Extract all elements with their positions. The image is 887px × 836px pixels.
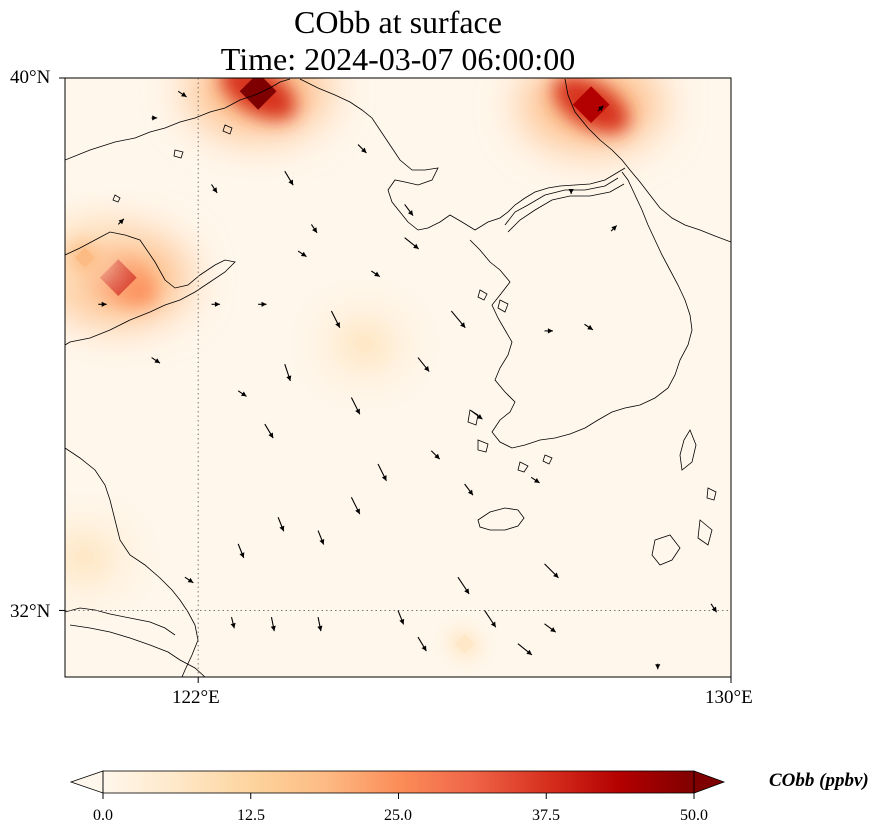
wind-arrow	[417, 636, 427, 652]
hotspot-jiangsu-spot	[65, 525, 125, 590]
hotspot-north-bohai-plume	[188, 78, 329, 137]
colorbar-tick-label: 0.0	[93, 807, 113, 824]
wind-arrow	[544, 623, 557, 633]
coastline-korea-islands	[467, 289, 553, 473]
wind-arrow	[284, 170, 294, 186]
coastline-liaodong	[65, 231, 236, 346]
wind-arrow	[297, 250, 307, 258]
wind-arrow	[237, 543, 245, 559]
wind-arrow	[450, 310, 466, 329]
wind-arrow	[117, 218, 125, 225]
wind-arrow	[277, 517, 285, 532]
wind-arrow	[317, 616, 323, 632]
wind-vectors	[98, 90, 718, 670]
hotspot-shandong-spot-2	[65, 225, 125, 290]
coastline-yangtze-estuary	[65, 607, 206, 677]
wind-arrow	[404, 237, 420, 250]
wind-arrow	[484, 610, 497, 628]
wind-arrow	[610, 225, 618, 232]
wind-arrow	[151, 357, 161, 364]
map-title: CObb at surface	[294, 4, 502, 40]
wind-arrow	[517, 643, 533, 656]
wind-arrow	[211, 301, 220, 307]
wind-arrow	[544, 563, 559, 579]
map-subtitle-time: Time: 2024-03-07 06:00:00	[220, 41, 576, 77]
wind-arrow	[184, 576, 194, 584]
concentration-field	[65, 78, 662, 676]
wind-arrow	[284, 364, 292, 382]
lon-tick-label-130e: 130°E	[705, 687, 753, 708]
coastline-japan-islands	[651, 429, 717, 566]
wind-arrow	[417, 357, 430, 372]
wind-arrow	[357, 144, 367, 154]
coastline-north-bohai	[299, 78, 626, 231]
wind-arrow	[211, 184, 218, 194]
wind-arrow	[597, 105, 604, 112]
map-area	[65, 78, 731, 677]
coastline-dalian-islands	[112, 124, 233, 203]
wind-arrow	[430, 450, 441, 460]
coastline-jeju	[477, 507, 525, 531]
wind-arrow	[237, 390, 247, 397]
wind-arrow	[350, 497, 361, 515]
hotspot-northeast-plume	[521, 78, 662, 150]
wind-arrow	[710, 603, 718, 613]
coastline-jiangsu	[65, 447, 199, 677]
coastline-korea-west	[469, 171, 693, 449]
colorbar-tick-label: 12.5	[237, 807, 265, 824]
colorbar	[69, 770, 726, 799]
axis-ticks	[59, 77, 732, 683]
wind-arrow	[177, 90, 187, 98]
coastline-shandong-north	[65, 78, 291, 161]
lon-tick-label-122e: 122°E	[172, 687, 220, 708]
wind-arrow	[655, 663, 661, 670]
wind-arrow	[404, 204, 414, 216]
wind-arrow	[264, 423, 274, 439]
wind-arrow	[258, 301, 267, 307]
wind-arrow	[98, 301, 107, 307]
wind-arrow	[568, 188, 574, 194]
wind-arrow	[330, 310, 341, 328]
colorbar-tick-label: 37.5	[532, 807, 560, 824]
colorbar-tick-label: 50.0	[680, 807, 708, 824]
colorbar-gradient	[103, 771, 694, 793]
wind-arrow	[377, 463, 387, 482]
lat-tick-label-40n: 40°N	[10, 67, 51, 88]
wind-arrow	[151, 115, 158, 121]
wind-arrow	[397, 610, 405, 625]
wind-arrow	[530, 476, 540, 484]
colorbar-extend-max	[693, 770, 726, 794]
coastlines	[65, 78, 731, 677]
wind-arrow	[350, 397, 361, 415]
wind-arrow	[457, 576, 470, 595]
coastline-dmz-border	[504, 177, 625, 233]
lat-tick-label-32n: 32°N	[10, 601, 51, 622]
wind-arrow	[464, 483, 474, 496]
colorbar-tick-label: 25.0	[384, 807, 412, 824]
map-background	[65, 78, 731, 677]
wind-arrow	[470, 410, 483, 420]
colorbar-extend-min	[69, 770, 104, 794]
colorbar-label: CObb (ppbv)	[769, 770, 869, 791]
wind-arrow	[544, 328, 553, 334]
wind-arrow	[230, 616, 236, 629]
wind-arrow	[310, 224, 318, 234]
wind-arrow	[371, 270, 381, 278]
map-frame	[64, 77, 732, 678]
wind-arrow	[270, 616, 276, 632]
hotspot-weak-south	[424, 611, 505, 676]
hotspot-weak-central	[324, 312, 405, 377]
wind-arrow	[584, 323, 594, 331]
colorbar-ticks	[102, 793, 695, 799]
wind-arrow	[317, 530, 325, 545]
coastline-korea-north	[564, 78, 731, 243]
